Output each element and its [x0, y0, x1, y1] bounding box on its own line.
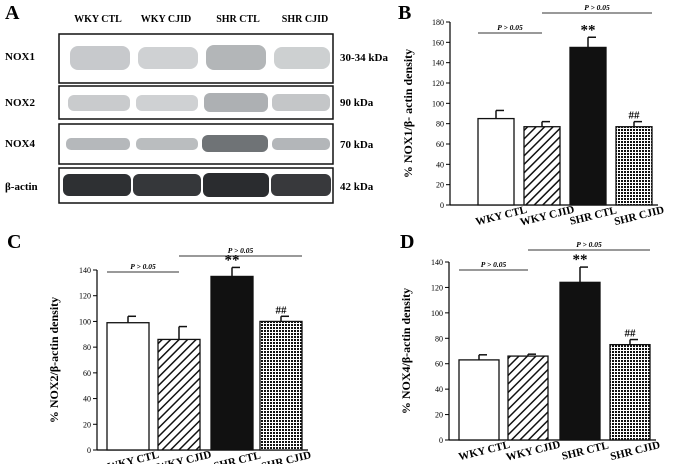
category-label-d: WKY CJID — [505, 439, 562, 464]
panel-b-letter: B — [398, 2, 411, 24]
chart-panel-d: D 0 20 40 60 80 100 120 140 % NOX4/β-actin densit… — [399, 231, 662, 464]
bar-b-shr-ctl — [569, 46, 607, 206]
y-tick-label-b: 100 — [432, 99, 444, 108]
lane-label-shr-ctl: SHR CTL — [216, 14, 260, 25]
bar-b-shr-cjid — [615, 126, 653, 206]
bar-c-wky-ctl — [106, 322, 150, 451]
category-label-c: SHR CJID — [260, 449, 312, 464]
bar-d-wky-cjid — [507, 355, 549, 441]
size-label-beta-actin: 42 kDa — [340, 181, 374, 193]
bar-b-wky-ctl — [477, 117, 515, 206]
y-tick-label-b: 120 — [432, 79, 444, 88]
y-tick-label-b: 80 — [436, 120, 444, 129]
category-label-b: WKY CJID — [519, 204, 576, 229]
panel-a: A WKY CTL WKY CJID SHR CTL SHR CJID NOX1… — [5, 2, 388, 204]
chart-panel-c: C 0 20 40 60 80 100 120 140 % NOX2/β-actin densit… — [7, 231, 313, 469]
significance-mark-b: ** — [581, 22, 596, 38]
y-tick-label-b: 160 — [432, 38, 444, 47]
y-tick-label-c: 20 — [83, 420, 91, 429]
y-tick-label-c: 100 — [79, 317, 91, 326]
bar-b-wky-cjid — [523, 126, 561, 206]
y-tick-label-d: 120 — [431, 283, 443, 292]
y-tick-label-b: 180 — [432, 18, 444, 27]
size-label-nox2: 90 kDa — [340, 97, 374, 109]
y-tick-label-c: 140 — [79, 266, 91, 275]
y-tick-label-b: 40 — [436, 160, 444, 169]
bar-d-wky-ctl — [458, 359, 500, 441]
p-value-label-c: P > 0.05 — [130, 262, 156, 271]
bar-c-wky-cjid — [157, 338, 201, 451]
y-tick-label-b: 60 — [436, 140, 444, 149]
panel-c-letter: C — [7, 231, 21, 253]
y-axis-label-b: % NOX1/β- actin density — [401, 49, 415, 178]
y-tick-label-b: 20 — [436, 181, 444, 190]
size-label-nox4: 70 kDa — [340, 139, 374, 151]
y-axis-label-c: % NOX2/β-actin density — [47, 297, 61, 423]
category-label-b: SHR CJID — [613, 204, 665, 228]
panel-d-letter: D — [400, 231, 414, 253]
p-value-label-b: P > 0.05 — [497, 23, 523, 32]
y-tick-label-d: 60 — [435, 360, 443, 369]
protein-label-beta-actin: β-actin — [5, 181, 38, 193]
y-tick-label-b: 140 — [432, 59, 444, 68]
protein-label-nox4: NOX4 — [5, 138, 35, 150]
y-tick-label-c: 0 — [87, 446, 91, 455]
significance-mark-d: ** — [573, 252, 588, 268]
chart-panel-b: B 0 20 40 60 80 100 120 140 160 180 % NOX1/β- actin… — [398, 2, 666, 229]
bar-d-shr-ctl — [559, 281, 601, 441]
y-tick-label-c: 80 — [83, 343, 91, 352]
protein-label-nox1: NOX1 — [5, 51, 35, 63]
y-tick-label-d: 20 — [435, 411, 443, 420]
blot-row-nox1: NOX1 30-34 kDa — [5, 33, 388, 84]
category-label-d: SHR CJID — [609, 439, 661, 463]
category-label-c: SHR CTL — [213, 449, 262, 464]
bar-d-shr-cjid — [609, 343, 651, 441]
lane-label-wky-cjid: WKY CJID — [141, 14, 191, 25]
y-tick-label-c: 40 — [83, 395, 91, 404]
category-label-b: SHR CTL — [569, 204, 618, 227]
y-tick-label-d: 80 — [435, 334, 443, 343]
p-value-label-c: P > 0.05 — [228, 246, 254, 255]
y-axis-label-d: % NOX4/β-actin density — [399, 288, 413, 414]
category-label-d: WKY CTL — [457, 439, 511, 463]
lane-label-shr-cjid: SHR CJID — [282, 14, 328, 25]
p-value-label-b: P > 0.05 — [584, 3, 610, 12]
blot-row-nox2: NOX2 90 kDa — [5, 85, 374, 120]
bar-c-shr-ctl — [210, 275, 254, 451]
category-label-d: SHR CTL — [561, 439, 610, 462]
significance-mark-d: ## — [625, 328, 637, 340]
panel-a-letter: A — [5, 2, 20, 24]
blot-row-beta-actin: β-actin 42 kDa — [5, 167, 374, 204]
y-tick-label-d: 100 — [431, 309, 443, 318]
y-tick-label-d: 40 — [435, 385, 443, 394]
p-value-label-d: P > 0.05 — [576, 240, 602, 249]
significance-mark-b: ## — [629, 110, 641, 122]
y-tick-label-b: 0 — [440, 201, 444, 210]
protein-label-nox2: NOX2 — [5, 97, 35, 109]
y-tick-label-c: 60 — [83, 369, 91, 378]
p-value-label-d: P > 0.05 — [481, 260, 507, 269]
lane-label-wky-ctl: WKY CTL — [74, 14, 122, 25]
bar-c-shr-cjid — [259, 320, 303, 451]
category-label-c: WKY CJID — [156, 449, 213, 464]
significance-mark-c: ## — [276, 304, 288, 316]
category-label-c: WKY CTL — [106, 449, 160, 464]
blot-row-nox4: NOX4 70 kDa — [5, 123, 374, 165]
y-tick-label-c: 120 — [79, 292, 91, 301]
size-label-nox1: 30-34 kDa — [340, 52, 388, 64]
y-tick-label-d: 0 — [439, 436, 443, 445]
y-tick-label-d: 140 — [431, 258, 443, 267]
